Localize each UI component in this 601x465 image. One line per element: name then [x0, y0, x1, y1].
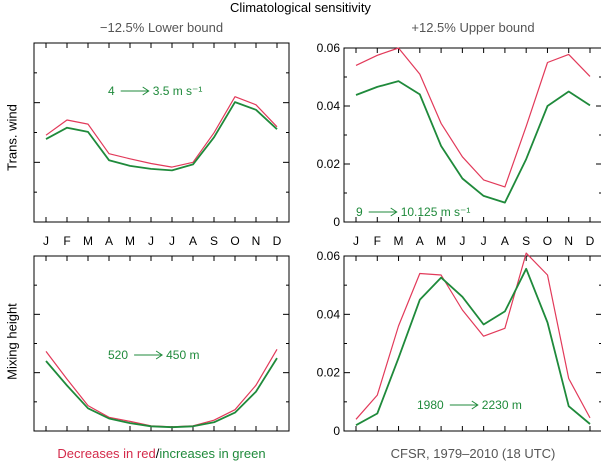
trans-wind-lower-month-label: M — [125, 234, 135, 248]
mixing-height-upper-ytick-label: 0.02 — [317, 366, 341, 380]
trans-wind-upper-month-label: J — [481, 234, 487, 248]
trans-wind-lower-series-increase — [45, 101, 278, 172]
trans-wind-upper-annotation-to: 10.125 m s⁻¹ — [401, 205, 471, 219]
trans-wind-upper-month-label: M — [394, 234, 404, 248]
trans-wind-lower-annotation-from: 4 — [108, 84, 115, 98]
mixing-height-upper-annotation-to: 2230 m — [482, 398, 522, 412]
column-title-upper-bound: +12.5% Upper bound — [411, 20, 535, 35]
trans-wind-upper-month-label: S — [522, 234, 530, 248]
trans-wind-lower-month-label: F — [63, 234, 70, 248]
trans-wind-upper-series-increase — [355, 80, 591, 204]
mixing-height-upper-ytick-label: 0 — [333, 424, 340, 438]
trans-wind-upper-ytick-label: 0 — [333, 215, 340, 229]
mixing-height-lower-annotation-to: 450 m — [166, 348, 199, 362]
trans-wind-upper-ytick-label: 0.06 — [317, 41, 341, 55]
trans-wind-lower-month-label: D — [273, 234, 282, 248]
trans-wind-lower-month-label: A — [189, 234, 197, 248]
trans-wind-lower-month-label: J — [148, 234, 154, 248]
trans-wind-upper-month-label: N — [564, 234, 573, 248]
mixing-height-upper-ytick-label: 0.06 — [317, 249, 341, 263]
trans-wind-lower-month-label: A — [105, 234, 113, 248]
mixing-height-lower-annotation-from: 520 — [108, 348, 128, 362]
trans-wind-lower-month-label: N — [252, 234, 261, 248]
mixing-height-upper-ytick-label: 0.04 — [317, 307, 341, 321]
trans-wind-upper-ytick-label: 0.02 — [317, 157, 341, 171]
trans-wind-upper-month-label: A — [501, 234, 509, 248]
legend-red-text: Decreases in red — [57, 446, 156, 461]
chart-title: Climatological sensitivity — [230, 0, 371, 15]
mixing-height-upper-annotation-arrow-head — [471, 400, 479, 410]
trans-wind-upper-month-label: A — [416, 234, 424, 248]
trans-wind-upper-annotation-from: 9 — [356, 205, 363, 219]
trans-wind-lower-month-label: J — [169, 234, 175, 248]
column-title-lower-bound: −12.5% Lower bound — [99, 20, 224, 35]
mixing-height-upper-annotation-from: 1980 — [417, 398, 444, 412]
trans-wind-upper-ytick-label: 0.04 — [317, 99, 341, 113]
trans-wind-lower-month-label: O — [230, 234, 239, 248]
trans-wind-upper-month-label: D — [586, 234, 595, 248]
trans-wind-upper-month-label: J — [459, 234, 465, 248]
mixing-height-upper-series-decrease — [355, 252, 591, 420]
trans-wind-lower-series-decrease — [45, 96, 278, 168]
legend-green-text: increases in green — [159, 446, 266, 461]
mixing-height-lower-series-increase — [45, 357, 278, 429]
mixing-height-upper-series-increase — [355, 267, 591, 426]
legend-separator: / — [155, 446, 160, 461]
trans-wind-lower-annotation-to: 3.5 m s⁻¹ — [153, 84, 203, 98]
trans-wind-upper-month-label: M — [436, 234, 446, 248]
mixing-height-lower-series-decrease — [45, 348, 278, 428]
trans-wind-lower-annotation-arrow-head — [142, 86, 150, 96]
trans-wind-upper-series-decrease — [355, 47, 591, 188]
trans-wind-lower-frame — [33, 42, 290, 223]
trans-wind-lower-month-label: M — [83, 234, 93, 248]
source-note: CFSR, 1979–2010 (18 UTC) — [390, 446, 556, 461]
trans-wind-lower-month-label: S — [210, 234, 218, 248]
trans-wind-lower-month-label: J — [43, 234, 49, 248]
trans-wind-upper-month-label: O — [543, 234, 552, 248]
legend-note: Decreases in red/increases in green — [34, 446, 289, 461]
trans-wind-upper-annotation-arrow-head — [390, 207, 398, 217]
mixing-height-lower-annotation-arrow-head — [155, 350, 164, 360]
trans-wind-upper-month-label: F — [374, 234, 381, 248]
trans-wind-upper-frame — [343, 47, 601, 223]
trans-wind-upper-month-label: J — [353, 234, 359, 248]
mixing-height-lower-frame — [33, 255, 290, 432]
